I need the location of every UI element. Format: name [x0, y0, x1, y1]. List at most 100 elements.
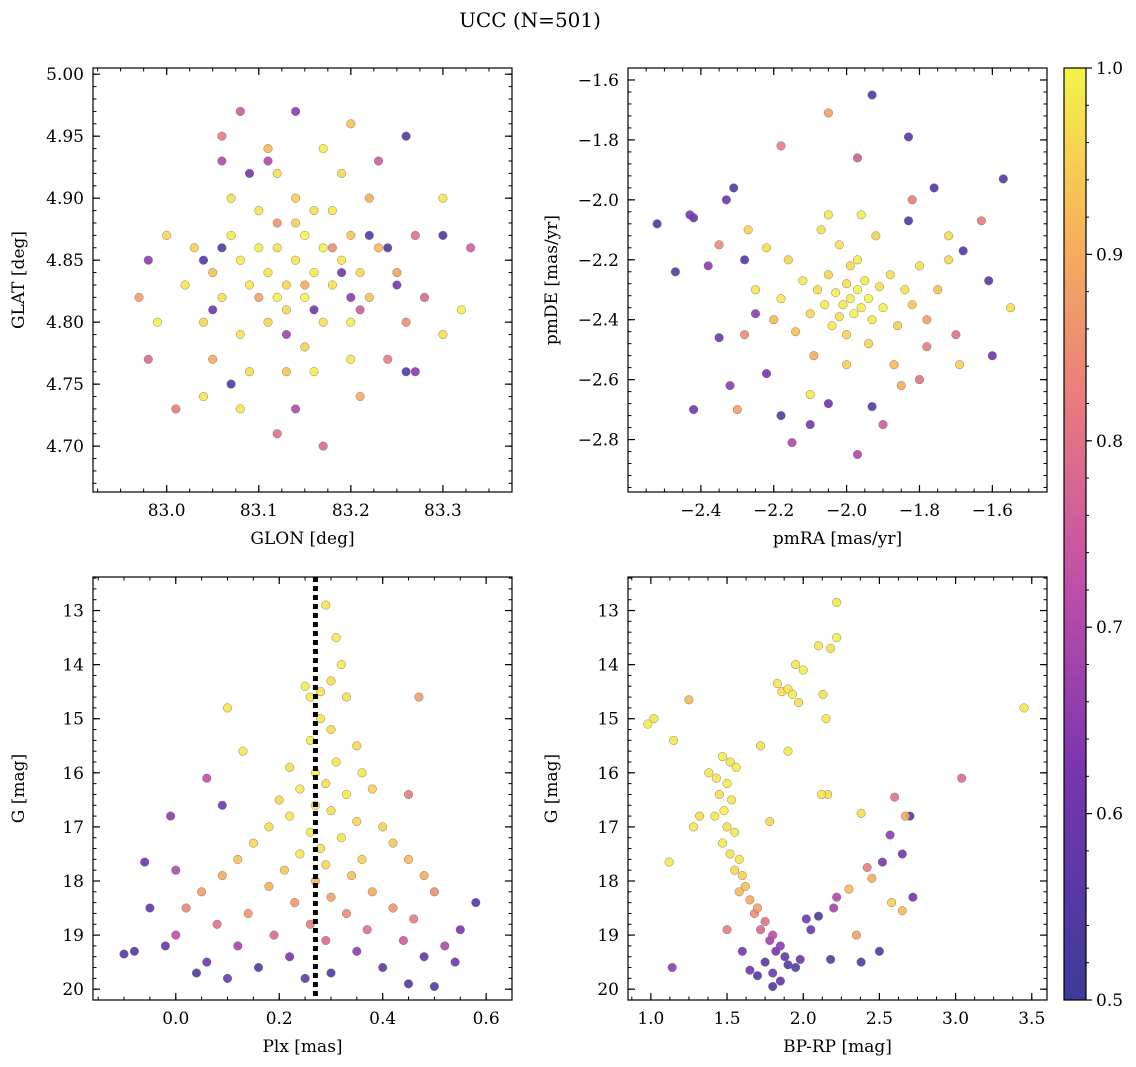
- data-point: [845, 261, 855, 271]
- colorbar-tick-label: 0.6: [1096, 805, 1123, 825]
- data-point: [897, 849, 907, 859]
- data-point: [878, 303, 888, 313]
- data-point: [798, 665, 808, 675]
- data-point: [300, 230, 310, 240]
- data-point: [217, 800, 227, 810]
- data-point: [300, 292, 310, 302]
- data-point: [722, 822, 732, 832]
- x-tick-label: 83.0: [148, 501, 186, 521]
- data-point: [198, 255, 208, 265]
- data-point: [272, 168, 282, 178]
- data-point: [719, 806, 729, 816]
- data-point: [309, 305, 319, 315]
- data-point: [162, 230, 172, 240]
- data-point: [279, 865, 289, 875]
- data-point: [732, 405, 742, 415]
- data-point: [853, 255, 863, 265]
- data-point: [300, 973, 310, 983]
- data-point: [327, 206, 337, 216]
- data-point: [714, 240, 724, 250]
- data-point: [364, 292, 374, 302]
- data-point: [885, 830, 895, 840]
- y-tick-label: 4.70: [46, 437, 84, 457]
- data-point: [944, 231, 954, 241]
- data-point: [429, 887, 439, 897]
- data-point: [326, 892, 336, 902]
- data-point: [316, 714, 326, 724]
- data-point: [904, 132, 914, 142]
- data-point: [281, 280, 291, 290]
- data-point: [226, 230, 236, 240]
- data-point: [326, 676, 336, 686]
- colorbar-tick-label: 0.5: [1096, 991, 1123, 1011]
- data-point: [734, 887, 744, 897]
- data-point: [845, 294, 855, 304]
- x-tick-label: 2.5: [866, 1009, 893, 1029]
- data-point: [235, 404, 245, 414]
- panel-bprp-g: 1.0 1.5 2.0 2.5 3.0 3.5 13 14 15 16 17 18 19 20 BP-RP …: [542, 576, 1048, 1057]
- y-axis-label: pmDE [mas/yr]: [542, 215, 562, 345]
- x-tick-label: 1.5: [714, 1009, 741, 1029]
- data-point: [357, 768, 367, 778]
- colorbar-tick-label: 0.8: [1096, 432, 1123, 452]
- data-point: [864, 294, 874, 304]
- x-axis-label: BP-RP [mag]: [783, 1037, 892, 1057]
- data-point: [721, 195, 731, 205]
- data-point: [281, 330, 291, 340]
- data-point: [820, 300, 830, 310]
- y-tick-label: 16: [62, 764, 84, 784]
- data-point: [291, 193, 301, 203]
- data-point: [788, 689, 798, 699]
- data-point: [346, 119, 356, 129]
- data-point: [838, 300, 848, 310]
- data-point: [285, 811, 295, 821]
- data-point: [208, 305, 218, 315]
- data-point: [667, 963, 677, 973]
- data-point: [867, 873, 877, 883]
- y-tick-label: −2.0: [578, 191, 619, 211]
- data-point: [842, 279, 852, 289]
- data-point: [760, 917, 770, 927]
- x-tick-label: 0.4: [369, 1009, 396, 1029]
- data-point: [685, 210, 695, 220]
- data-point: [805, 390, 815, 400]
- data-point: [217, 292, 227, 302]
- data-point: [401, 131, 411, 141]
- y-tick-label: 4.80: [46, 313, 84, 333]
- data-point: [922, 342, 932, 352]
- data-point: [740, 330, 750, 340]
- data-point: [768, 968, 778, 978]
- data-point: [768, 930, 778, 940]
- data-point: [695, 811, 705, 821]
- y-tick-label: 15: [597, 710, 619, 730]
- data-point: [248, 838, 258, 848]
- data-point: [976, 216, 986, 226]
- data-point: [998, 174, 1008, 184]
- data-point: [226, 379, 236, 389]
- x-axis-label: pmRA [mas/yr]: [773, 529, 902, 549]
- data-point: [874, 946, 884, 956]
- data-point: [309, 206, 319, 216]
- data-point: [718, 752, 728, 762]
- data-point: [143, 255, 153, 265]
- data-point: [291, 106, 301, 116]
- data-point: [776, 294, 786, 304]
- data-point: [893, 321, 903, 331]
- data-point: [456, 305, 466, 315]
- data-point: [780, 952, 790, 962]
- data-point: [856, 957, 866, 967]
- data-point: [818, 689, 828, 699]
- y-axis-label: G [mag]: [9, 754, 29, 823]
- data-point: [867, 90, 877, 100]
- data-point: [212, 919, 222, 929]
- data-point: [814, 641, 824, 651]
- data-point: [420, 292, 430, 302]
- data-point: [987, 351, 997, 361]
- data-point: [727, 795, 737, 805]
- axes-frame: [627, 67, 1048, 493]
- data-point: [337, 255, 347, 265]
- data-point: [834, 312, 844, 322]
- data-point: [722, 925, 732, 935]
- data-point: [374, 243, 384, 253]
- data-point: [217, 871, 227, 881]
